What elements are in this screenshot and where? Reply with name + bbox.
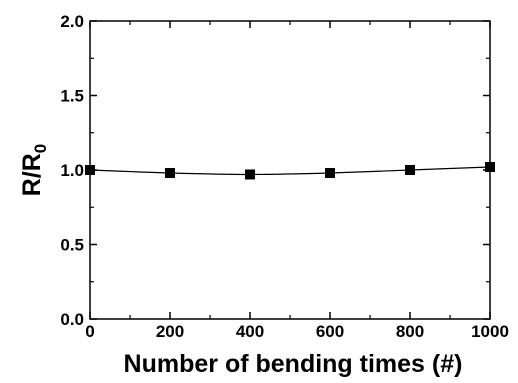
y-axis-title: R/R0 [18, 144, 50, 197]
plot-border [89, 20, 491, 320]
x-tick-label: 600 [316, 322, 344, 341]
y-tick-label: 0.0 [60, 310, 84, 329]
y-tick-label: 1.0 [60, 161, 84, 180]
x-tick-label: 0 [85, 322, 94, 341]
data-point-marker [245, 169, 255, 180]
y-tick-label: 0.5 [60, 236, 84, 255]
y-tick-label: 1.5 [60, 87, 84, 106]
x-tick-label: 1000 [471, 322, 509, 341]
data-point-marker [165, 167, 175, 178]
series-line [89, 166, 491, 176]
data-point-marker [325, 167, 335, 178]
series [85, 162, 495, 180]
data-point-marker [85, 165, 95, 175]
x-tick-label: 400 [236, 322, 264, 341]
y-axis-ticks: 0.0 0.5 1.0 1.5 2.0 [60, 12, 490, 329]
data-point-marker [485, 162, 495, 173]
y-tick-label: 2.0 [60, 12, 84, 31]
data-point-marker [405, 165, 415, 175]
x-axis-ticks: 0 200 400 600 800 1000 [85, 21, 509, 341]
x-axis-title: Number of bending times (#) [124, 350, 463, 378]
y-axis-title-subscript: 0 [31, 144, 50, 153]
plot-frame [89, 20, 491, 320]
x-tick-label: 800 [396, 322, 424, 341]
x-tick-label: 200 [156, 322, 184, 341]
y-axis-title-main: R/R [18, 153, 46, 196]
